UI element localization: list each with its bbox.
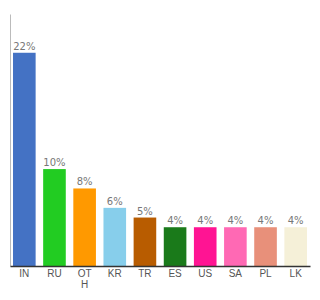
y-axis-line xyxy=(10,15,11,267)
data-label: 5% xyxy=(137,206,153,217)
bar xyxy=(43,169,66,266)
x-tick-label-line: RU xyxy=(47,268,61,279)
data-label: 8% xyxy=(77,176,93,187)
data-label: 4% xyxy=(227,215,243,226)
x-tick-label-line: TR xyxy=(138,268,151,279)
bars xyxy=(13,53,307,266)
x-tick: KR xyxy=(108,266,122,279)
plot: IN RU OTH KR TR ES US SA PL LK 22% 10% 8% 6% 5% 4% 4% 4% 4… xyxy=(11,15,311,291)
x-tick-label-line: KR xyxy=(108,268,122,279)
x-tick-label: RU xyxy=(47,268,61,279)
bar xyxy=(284,227,307,266)
x-tick: TR xyxy=(138,266,151,279)
bar xyxy=(254,227,277,266)
x-tick-label: TR xyxy=(138,268,151,279)
bar xyxy=(224,227,247,266)
x-tick-label: IN xyxy=(19,268,29,279)
x-tick-label-line: IN xyxy=(19,268,29,279)
x-tick: SA xyxy=(229,266,243,279)
x-tick-label: OTH xyxy=(78,268,92,290)
x-tick: LK xyxy=(290,266,303,279)
x-tick-label: US xyxy=(198,268,212,279)
x-tick: IN xyxy=(19,266,29,279)
x-tick-label-line: SA xyxy=(229,268,243,279)
x-tick-label-line: LK xyxy=(290,268,303,279)
data-labels: 22% 10% 8% 6% 5% 4% 4% 4% 4% 4% xyxy=(13,41,303,226)
x-tick: US xyxy=(198,266,212,279)
bar xyxy=(13,53,36,266)
data-label: 4% xyxy=(167,215,183,226)
x-tick-label-line: US xyxy=(198,268,212,279)
data-label: 4% xyxy=(197,215,213,226)
x-tick-label-line: ES xyxy=(168,268,182,279)
x-tick: OTH xyxy=(78,266,92,290)
bar xyxy=(164,227,187,266)
x-tick-label-line: H xyxy=(81,279,88,290)
bar xyxy=(194,227,217,266)
data-label: 4% xyxy=(258,215,274,226)
x-tick-label-line: OT xyxy=(78,268,92,279)
x-tick-label: LK xyxy=(290,268,303,279)
x-tick: ES xyxy=(168,266,182,279)
data-label: 22% xyxy=(13,41,35,52)
bar xyxy=(134,218,157,266)
x-tick-label: ES xyxy=(168,268,182,279)
x-tick-label: KR xyxy=(108,268,122,279)
data-label: 6% xyxy=(107,196,123,207)
chart: IN RU OTH KR TR ES US SA PL LK 22% 10% 8% 6% 5% 4% 4% 4% 4… xyxy=(0,0,320,300)
bar xyxy=(73,188,96,266)
y-axis xyxy=(10,15,11,267)
x-tick-label: SA xyxy=(229,268,243,279)
data-label: 4% xyxy=(288,215,304,226)
bar xyxy=(103,208,126,266)
x-axis: IN RU OTH KR TR ES US SA PL LK xyxy=(11,266,311,290)
x-tick: RU xyxy=(47,266,61,279)
data-label: 10% xyxy=(43,157,65,168)
x-tick-label: PL xyxy=(259,268,272,279)
x-axis-line xyxy=(11,266,311,268)
x-tick: PL xyxy=(259,266,272,279)
x-tick-label-line: PL xyxy=(259,268,272,279)
